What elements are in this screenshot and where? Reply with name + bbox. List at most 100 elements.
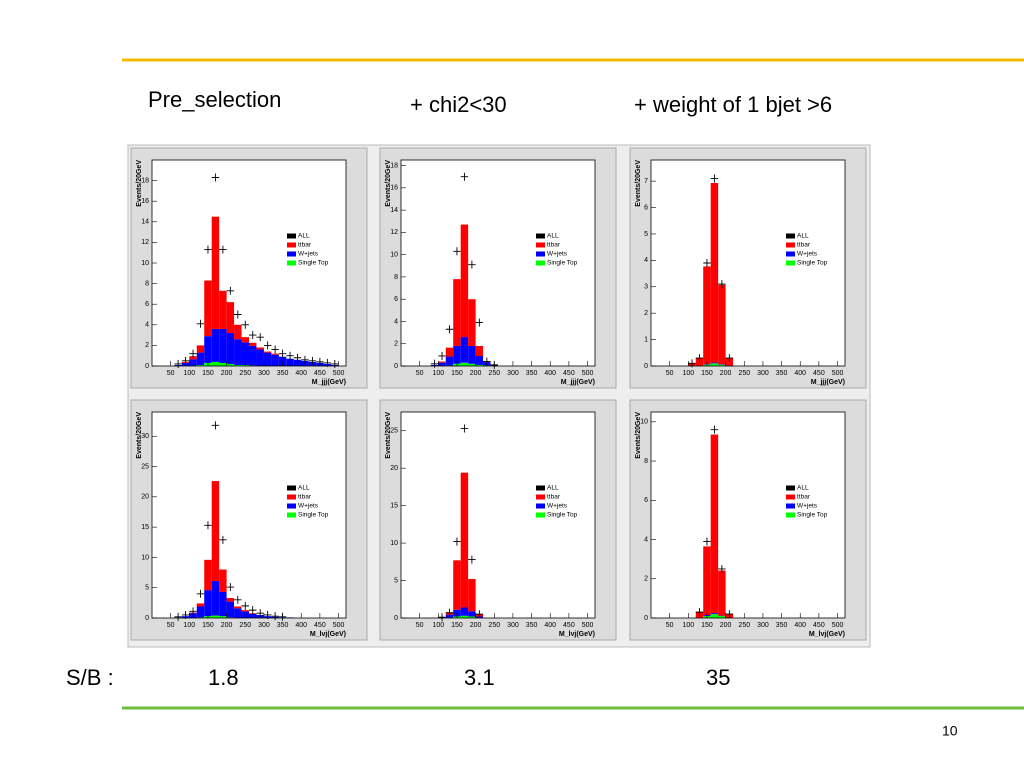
data-point xyxy=(438,613,446,622)
histogram-segment xyxy=(249,613,257,618)
data-point xyxy=(308,356,317,365)
legend-label: W+jets xyxy=(797,251,818,258)
y-axis-label: Events/20GeV xyxy=(385,160,392,207)
data-point xyxy=(226,583,235,592)
histogram-segment xyxy=(718,616,726,618)
y-tick-label: 0 xyxy=(145,363,149,370)
histogram-segment xyxy=(211,216,220,329)
data-point xyxy=(438,351,446,360)
histogram-segment xyxy=(710,363,719,366)
x-tick-label: 100 xyxy=(432,622,444,629)
histogram-segment xyxy=(475,364,484,366)
x-tick-label: 50 xyxy=(666,370,674,377)
x-tick-label: 350 xyxy=(277,370,289,377)
x-tick-label: 500 xyxy=(832,370,844,377)
histogram-segment xyxy=(475,355,484,365)
x-tick-label: 100 xyxy=(183,370,195,377)
legend-label: ttbar xyxy=(797,242,811,249)
x-tick-label: 150 xyxy=(701,622,713,629)
histogram-segment xyxy=(249,345,257,366)
histogram-segment xyxy=(460,337,469,363)
legend-swatch xyxy=(786,260,795,266)
x-tick-label: 450 xyxy=(563,622,575,629)
legend-label: ALL xyxy=(298,233,310,240)
legend-label: ALL xyxy=(547,485,559,492)
legend-swatch xyxy=(786,251,795,257)
data-point xyxy=(234,310,242,319)
x-tick-label: 250 xyxy=(488,370,500,377)
histogram-segment xyxy=(453,279,461,346)
histogram-segment xyxy=(271,353,279,355)
legend-swatch xyxy=(536,260,545,266)
x-tick-label: 400 xyxy=(295,370,307,377)
histogram-segment xyxy=(234,339,242,365)
legend-swatch xyxy=(786,233,795,239)
histogram-segment xyxy=(718,570,726,616)
histogram-segment xyxy=(241,342,249,365)
data-point xyxy=(323,358,332,367)
data-point xyxy=(278,349,287,358)
sb-value: 3.1 xyxy=(464,665,495,690)
legend-label: ttbar xyxy=(298,242,312,249)
x-tick-label: 400 xyxy=(794,370,806,377)
histogram-segment xyxy=(445,356,454,366)
x-tick-label: 350 xyxy=(776,622,788,629)
y-tick-label: 4 xyxy=(145,322,149,329)
y-tick-label: 30 xyxy=(141,433,149,440)
data-point xyxy=(241,601,249,610)
data-point xyxy=(710,174,719,183)
y-tick-label: 20 xyxy=(141,494,149,501)
y-tick-label: 6 xyxy=(394,296,398,303)
x-tick-label: 200 xyxy=(221,370,233,377)
x-tick-label: 450 xyxy=(813,622,825,629)
legend-swatch xyxy=(786,485,795,491)
x-tick-label: 350 xyxy=(277,622,289,629)
plot-area xyxy=(651,160,845,366)
histogram-segment xyxy=(234,606,242,609)
legend-swatch xyxy=(536,503,545,509)
legend-swatch xyxy=(287,485,296,491)
x-tick-label: 250 xyxy=(738,370,750,377)
histogram-segment xyxy=(438,361,446,363)
data-point xyxy=(468,555,476,564)
histogram-segment xyxy=(460,362,469,366)
x-tick-label: 350 xyxy=(526,370,538,377)
histogram-segment xyxy=(263,351,272,353)
y-tick-label: 0 xyxy=(145,615,149,622)
x-tick-label: 150 xyxy=(451,370,463,377)
histogram-segment xyxy=(445,347,454,357)
y-tick-label: 10 xyxy=(141,554,149,561)
data-point xyxy=(453,247,461,256)
histogram-segment xyxy=(460,615,469,618)
plot-frame xyxy=(650,411,846,619)
x-tick-label: 400 xyxy=(544,622,556,629)
y-tick-label: 6 xyxy=(644,497,648,504)
histogram-segment xyxy=(249,342,257,346)
histogram-segment xyxy=(241,337,249,343)
x-axis-label: M_lvj(GeV) xyxy=(310,631,346,638)
data-point xyxy=(234,595,242,604)
plot-area xyxy=(651,412,845,618)
histogram-segment xyxy=(460,224,469,338)
legend-label: ttbar xyxy=(547,242,561,249)
legend-label: ALL xyxy=(797,233,809,240)
data-point xyxy=(703,537,711,546)
x-axis-label: M_lvj(GeV) xyxy=(559,631,595,638)
x-tick-label: 100 xyxy=(682,622,694,629)
data-point xyxy=(211,421,220,430)
histogram-segment xyxy=(710,434,719,614)
data-point xyxy=(703,259,711,267)
y-tick-label: 16 xyxy=(390,185,398,192)
histogram-segment xyxy=(460,607,469,616)
data-point xyxy=(219,535,227,544)
histogram-segment xyxy=(438,362,446,366)
histogram-segment xyxy=(226,601,235,618)
data-point xyxy=(219,245,227,254)
data-point xyxy=(189,607,197,616)
legend-label: Single Top xyxy=(797,512,828,519)
sb-value: 35 xyxy=(706,665,730,690)
x-tick-label: 350 xyxy=(526,622,538,629)
histogram-segment xyxy=(703,546,711,616)
histogram-segment xyxy=(710,182,719,363)
